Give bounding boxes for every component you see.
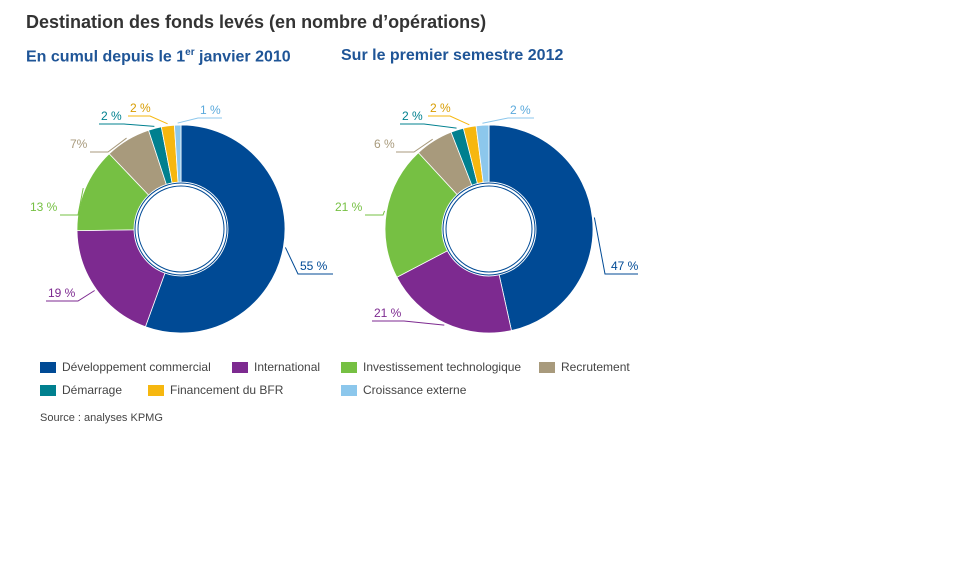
leader-line	[372, 320, 445, 326]
data-label: 6 %	[374, 137, 395, 151]
leader-line	[46, 290, 95, 302]
data-label: 1 %	[200, 103, 221, 117]
donut-slice	[396, 250, 512, 334]
data-label: 21 %	[335, 200, 363, 214]
leader-line	[60, 187, 84, 216]
legend-label: Démarrage	[62, 383, 123, 397]
subtitle-cumulative-pre: En cumul depuis le 1	[26, 48, 186, 66]
subtitle-cumulative-post: janvier 2010	[194, 48, 291, 66]
data-label: 2 %	[430, 101, 451, 115]
data-label: 47 %	[611, 259, 639, 273]
legend-item: Développement commercial	[40, 360, 211, 374]
subtitle-cumulative-sup: er	[185, 47, 195, 58]
legend-item: Financement du BFR	[148, 383, 283, 397]
leader-line	[428, 115, 470, 126]
donut-slice	[76, 229, 166, 328]
legend-label: International	[254, 360, 321, 374]
data-label: 2 %	[402, 109, 423, 123]
donut-slice	[488, 124, 594, 332]
chart-title: Destination des fonds levés (en nombre d…	[26, 12, 487, 32]
data-label: 19 %	[48, 286, 76, 300]
donut-slice	[173, 124, 182, 183]
legend-label: Recrutement	[561, 360, 630, 374]
leader-line	[284, 247, 333, 275]
data-label: 2 %	[101, 109, 122, 123]
subtitle-semester: Sur le premier semestre 2012	[341, 47, 564, 64]
legend-label: Croissance externe	[363, 383, 467, 397]
data-label: 21 %	[374, 306, 402, 320]
data-label: 13 %	[30, 200, 58, 214]
legend-label: Développement commercial	[62, 360, 211, 374]
leader-line	[177, 117, 222, 124]
legend-swatch	[232, 361, 248, 373]
donut-slice	[144, 124, 286, 334]
legend-swatch	[341, 384, 357, 396]
leader-line	[365, 210, 386, 216]
legend-item: Démarrage	[40, 383, 122, 397]
leader-line	[99, 123, 155, 127]
donut-slice	[384, 152, 458, 278]
legend-label: Financement du BFR	[170, 383, 284, 397]
legend-swatch	[341, 361, 357, 373]
data-label: 7%	[70, 137, 88, 151]
legend-item: Investissement technologique	[341, 360, 521, 374]
data-label: 2 %	[130, 101, 151, 115]
legend-item: Recrutement	[539, 360, 630, 374]
donut-slice	[475, 124, 490, 183]
subtitle-cumulative: En cumul depuis le 1er janvier 2010	[26, 47, 291, 66]
legend-label: Investissement technologique	[363, 360, 522, 374]
data-label: 2 %	[510, 103, 531, 117]
legend-swatch	[40, 384, 56, 396]
leader-line	[396, 138, 433, 153]
legend-swatch	[40, 361, 56, 373]
donut-hole-inner	[445, 185, 533, 273]
donut-hole-inner	[137, 185, 225, 273]
data-label: 55 %	[300, 259, 328, 273]
legend-swatch	[148, 384, 164, 396]
source-note: Source : analyses KPMG	[40, 412, 163, 424]
legend-item: International	[232, 360, 320, 374]
leader-line	[593, 217, 638, 275]
leader-line	[400, 123, 457, 129]
leader-line	[128, 115, 168, 125]
legend-item: Croissance externe	[341, 383, 466, 397]
leader-line	[482, 117, 534, 124]
legend-swatch	[539, 361, 555, 373]
leader-line	[90, 137, 127, 153]
